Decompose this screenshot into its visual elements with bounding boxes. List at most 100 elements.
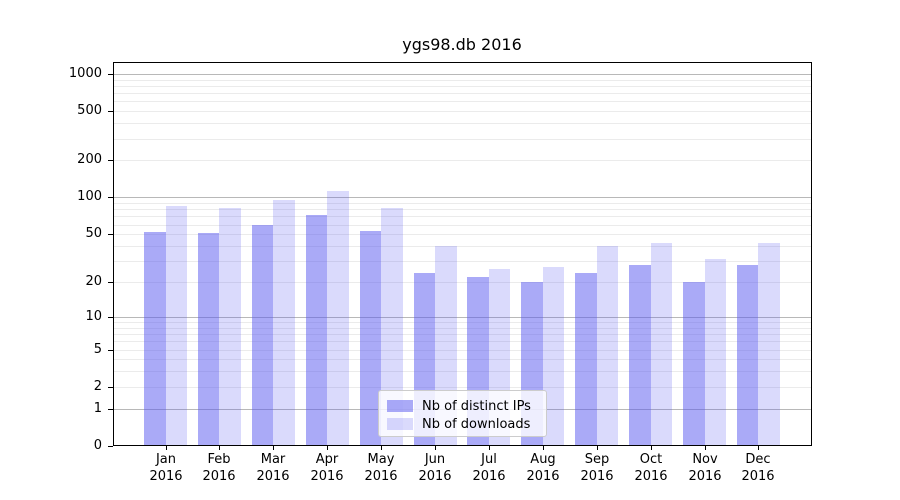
y-tick-mark (108, 282, 113, 283)
x-tick-label-mar: Mar 2016 (256, 452, 290, 484)
x-tick-label-jul: Jul 2016 (472, 452, 506, 484)
y-tick-mark (108, 111, 113, 112)
minor-gridline (113, 216, 812, 217)
minor-gridline (113, 341, 812, 342)
x-tick-label-feb: Feb 2016 (202, 452, 236, 484)
minor-gridline (113, 359, 812, 360)
bar-nov-distinct-ips (683, 282, 705, 446)
y-tick-mark (108, 409, 113, 410)
legend-label-distinct-ips: Nb of distinct IPs (422, 398, 531, 414)
bar-may-distinct-ips (359, 231, 382, 446)
x-tick-mark (219, 446, 220, 450)
x-tick-label-nov: Nov 2016 (688, 452, 722, 484)
y-tick-mark (108, 74, 113, 75)
legend-swatch-distinct-ips (387, 400, 413, 412)
plot-area (113, 62, 812, 446)
x-tick-mark (543, 446, 544, 450)
x-tick-label-apr: Apr 2016 (310, 452, 344, 484)
major-gridline (113, 317, 812, 318)
minor-gridline (113, 261, 812, 262)
y-tick-label: 100 (77, 189, 102, 205)
y-tick-mark (108, 387, 113, 388)
minor-gridline (113, 234, 812, 235)
minor-gridline (113, 334, 812, 335)
minor-gridline (113, 101, 812, 102)
bar-dec-distinct-ips (736, 264, 759, 446)
y-tick-mark (108, 446, 113, 447)
y-tick-mark (108, 317, 113, 318)
y-tick-label: 200 (77, 152, 102, 168)
x-tick-mark (381, 446, 382, 450)
y-tick-mark (108, 160, 113, 161)
bar-may-downloads (381, 208, 403, 446)
x-tick-mark (758, 446, 759, 450)
minor-gridline (113, 139, 812, 140)
minor-gridline (113, 80, 812, 81)
y-tick-label: 10 (85, 308, 102, 324)
y-tick-label: 2 (93, 378, 102, 394)
legend-label-downloads: Nb of downloads (422, 416, 531, 432)
bar-aug-downloads (542, 266, 565, 446)
y-tick-mark (108, 350, 113, 351)
bar-jan-distinct-ips (144, 232, 166, 446)
major-gridline (113, 197, 812, 198)
bar-feb-distinct-ips (197, 233, 220, 446)
bar-nov-downloads (704, 259, 726, 446)
minor-gridline (113, 350, 812, 351)
legend-item-downloads: Nb of downloads (387, 415, 538, 433)
y-tick-mark (108, 234, 113, 235)
minor-gridline (113, 209, 812, 210)
x-tick-label-aug: Aug 2016 (526, 452, 560, 484)
legend: Nb of distinct IPs Nb of downloads (378, 390, 547, 437)
x-tick-mark (435, 446, 436, 450)
minor-gridline (113, 282, 812, 283)
minor-gridline (113, 387, 812, 388)
bar-sep-distinct-ips (575, 272, 597, 446)
x-tick-label-jan: Jan 2016 (149, 452, 183, 484)
bar-oct-distinct-ips (629, 264, 651, 446)
x-tick-mark (597, 446, 598, 450)
minor-gridline (113, 246, 812, 247)
x-tick-label-may: May 2016 (364, 452, 398, 484)
x-tick-label-dec: Dec 2016 (741, 452, 775, 484)
y-tick-mark (108, 197, 113, 198)
minor-gridline (113, 371, 812, 372)
bar-sep-downloads (596, 246, 619, 446)
minor-gridline (113, 111, 812, 112)
bar-dec-downloads (758, 243, 780, 446)
minor-gridline (113, 225, 812, 226)
x-tick-mark (327, 446, 328, 450)
y-tick-label: 500 (77, 103, 102, 119)
minor-gridline (113, 322, 812, 323)
bar-apr-downloads (327, 191, 349, 446)
minor-gridline (113, 203, 812, 204)
x-tick-label-oct: Oct 2016 (634, 452, 668, 484)
x-tick-label-sep: Sep 2016 (580, 452, 614, 484)
y-tick-label: 1000 (68, 65, 102, 81)
bar-mar-distinct-ips (251, 224, 274, 446)
x-tick-mark (166, 446, 167, 450)
bar-mar-downloads (273, 200, 295, 446)
bar-apr-distinct-ips (305, 214, 328, 446)
legend-item-distinct-ips: Nb of distinct IPs (387, 397, 538, 415)
x-tick-mark (489, 446, 490, 450)
minor-gridline (113, 93, 812, 94)
x-tick-mark (705, 446, 706, 450)
y-tick-label: 50 (85, 226, 102, 242)
y-tick-label: 0 (93, 438, 102, 453)
x-tick-mark (651, 446, 652, 450)
minor-gridline (113, 160, 812, 161)
bar-feb-downloads (219, 208, 241, 446)
x-tick-label-jun: Jun 2016 (418, 452, 452, 484)
x-tick-mark (273, 446, 274, 450)
bar-jan-downloads (165, 206, 187, 446)
minor-gridline (113, 123, 812, 124)
minor-gridline (113, 86, 812, 87)
legend-swatch-downloads (387, 418, 413, 430)
bar-oct-downloads (650, 243, 673, 446)
y-tick-label: 5 (93, 341, 102, 357)
major-gridline (113, 74, 812, 75)
y-tick-label: 1 (93, 400, 102, 416)
chart-title: ygs98.db 2016 (402, 35, 522, 54)
